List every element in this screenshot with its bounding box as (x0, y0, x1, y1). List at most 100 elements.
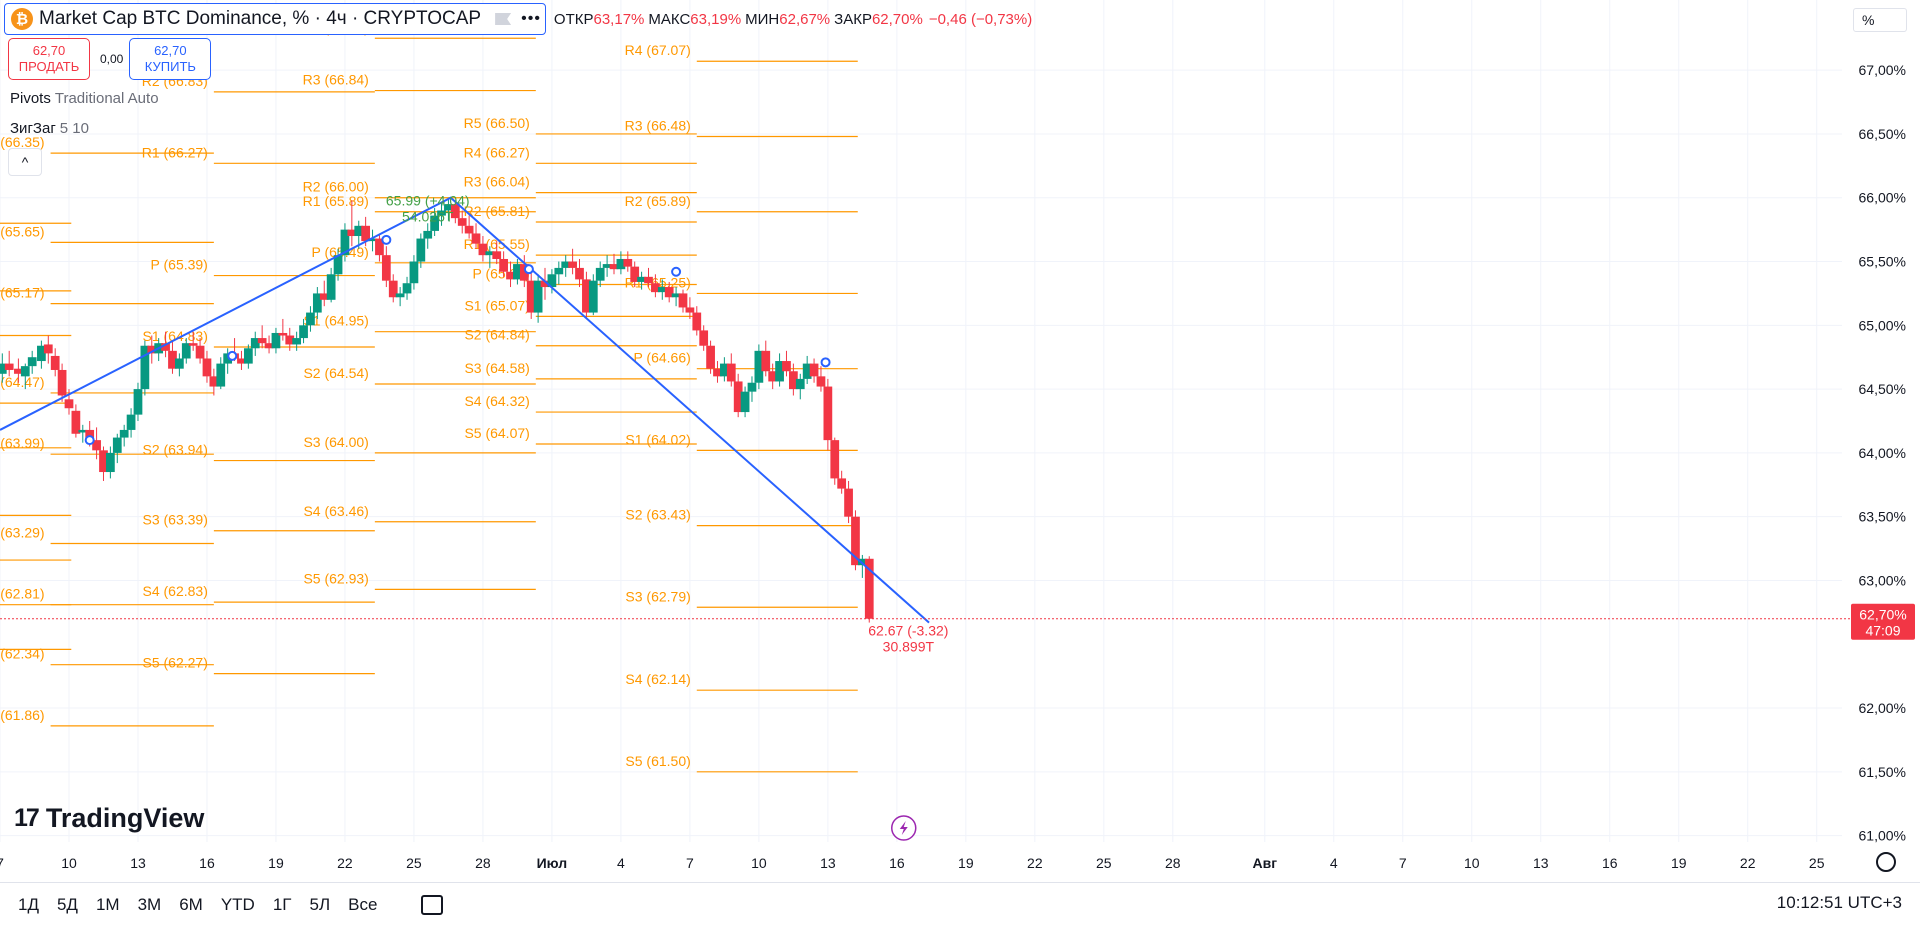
candle-body (789, 371, 798, 390)
candle-body (609, 264, 619, 270)
candle-body (664, 287, 674, 298)
time-tick-label: 10 (751, 855, 767, 871)
scale-mode-button[interactable]: % (1853, 8, 1907, 32)
zigzag-annotation: 62.67 (-3.32) (868, 622, 948, 638)
tradingview-logo-icon: 17 (14, 804, 40, 832)
candle-body (837, 478, 847, 489)
symbol-selector[interactable]: ₿ Market Cap BTC Dominance, % · 4ч · CRY… (4, 3, 546, 35)
close-label: ЗАКР (834, 10, 872, 28)
pivot-level-label: R1 (66.27) (142, 144, 208, 160)
sell-button[interactable]: 62,70 ПРОДАТЬ (8, 38, 90, 80)
time-axis[interactable]: 7 10 13 16 19 22 25 28 Июл 4 7 10 13 16 19 22 25 28 Авг 4 7 1… (0, 815, 1825, 871)
candle-body (119, 429, 129, 438)
timeframe-3m[interactable]: 3М (137, 894, 162, 914)
time-tick-label: 25 (1809, 855, 1825, 871)
pivot-level-label: S5 (61.50) (625, 753, 690, 769)
candle-body (740, 391, 750, 413)
candle-body (409, 261, 419, 284)
candle-body (264, 343, 274, 349)
zigzag-marker (820, 357, 831, 368)
timeframe-6m[interactable]: 6М (179, 894, 203, 914)
collapse-indicators-button[interactable]: ^ (8, 148, 42, 176)
pivot-level-label: R2 (65.65) (0, 223, 45, 239)
candle-body (319, 293, 329, 300)
candle-body (450, 204, 460, 219)
pivot-level-label: R1 (65.89) (303, 193, 369, 209)
price-axis[interactable]: 67,00% 66,50% 66,00% 65,50% 65,00% 64,50% 64,0… (1851, 62, 1915, 844)
candle-body (844, 488, 853, 517)
timeframe-5y[interactable]: 5Л (309, 894, 331, 914)
candle-body (747, 382, 757, 392)
calendar-icon[interactable] (421, 894, 444, 915)
timeframe-1d[interactable]: 1Д (18, 894, 39, 914)
pivot-level-label: S5 (62.93) (303, 570, 368, 586)
time-tick-label: Июл (537, 855, 568, 871)
candle-body (761, 350, 771, 372)
flag-icon[interactable] (495, 13, 512, 25)
trade-panel: 62,70 ПРОДАТЬ 0,00 62,70 КУПИТЬ (8, 38, 212, 80)
candle-body (478, 243, 488, 256)
timeframe-1m[interactable]: 1М (95, 894, 120, 914)
axis-settings-icon[interactable] (1876, 852, 1896, 872)
time-tick-label: 7 (686, 855, 694, 871)
pivot-level-label: S2 (63.29) (0, 524, 45, 540)
zigzag-marker (84, 435, 95, 446)
candle-body (782, 361, 791, 372)
timeframe-all[interactable]: Все (348, 894, 378, 914)
time-tick-label: 16 (1602, 855, 1618, 871)
candle-body (595, 267, 605, 281)
candle-body (85, 429, 95, 441)
candle-body (0, 363, 7, 374)
timeframe-5d[interactable]: 5Д (56, 894, 78, 914)
candle-body (864, 558, 874, 619)
pivot-level-label: P (64.66) (633, 350, 690, 366)
price-tick-label: 63,00% (1859, 572, 1906, 588)
open-label: ОТКР (553, 10, 594, 28)
candle-body (809, 363, 819, 377)
timeframe-ytd[interactable]: YTD (220, 894, 255, 914)
countdown-label: 47:09 (1865, 623, 1900, 639)
pivot-level-label: S2 (64.54) (303, 365, 368, 381)
candle-body (857, 558, 867, 566)
price-tick-label: 62,00% (1859, 700, 1906, 716)
price-tick-label: 61,00% (1859, 828, 1906, 844)
timeframe-1y[interactable]: 1Г (272, 894, 292, 914)
candle-body (175, 358, 184, 369)
open-value: 63,17% (593, 10, 645, 28)
bottom-toolbar: 1Д 5Д 1М 3М 6М YTD 1Г 5Л Все 10:12:51 UT… (0, 882, 1920, 926)
pivot-level-label: S4 (62.83) (142, 583, 207, 599)
buy-label: КУПИТЬ (144, 59, 196, 74)
more-icon[interactable]: ••• (521, 10, 541, 27)
indicator-zigzag[interactable]: ЗигЗаг 5 10 (10, 120, 89, 137)
candle-body (99, 450, 108, 473)
candle-body (243, 348, 253, 364)
symbol-title[interactable]: Market Cap BTC Dominance, % · 4ч · CRYPT… (39, 8, 482, 29)
candle-body (333, 255, 343, 275)
candle-body (733, 381, 743, 413)
candle-body (830, 440, 840, 479)
pivot-level-label: S4 (63.46) (303, 503, 368, 519)
candle-body (181, 343, 191, 359)
tradingview-logo[interactable]: 17 TradingView (14, 803, 204, 834)
buy-button[interactable]: 62,70 КУПИТЬ (129, 38, 212, 80)
candle-body (775, 361, 784, 382)
indicator-pivots[interactable]: Pivots Traditional Auto (10, 90, 159, 107)
pivot-level-label: P (64.47) (0, 374, 45, 390)
time-tick-label: 13 (820, 855, 836, 871)
time-tick-label: 19 (1671, 855, 1687, 871)
candle-body (816, 376, 826, 387)
candle-body (795, 378, 805, 390)
candle-body (671, 293, 681, 298)
time-tick-label: 28 (1165, 855, 1181, 871)
candle-body (161, 343, 170, 351)
pivot-level-label: S1 (64.83) (142, 328, 207, 344)
price-tick-label: 64,00% (1859, 445, 1906, 461)
candle-body (754, 350, 764, 383)
pivot-level-label: R4 (67.07) (625, 42, 691, 58)
clock[interactable]: 10:12:51 UTC+3 (1776, 893, 1902, 912)
candle-body (533, 280, 543, 313)
sell-price: 62,70 (32, 43, 66, 58)
candle-body (381, 255, 391, 281)
candle-body (547, 274, 557, 288)
